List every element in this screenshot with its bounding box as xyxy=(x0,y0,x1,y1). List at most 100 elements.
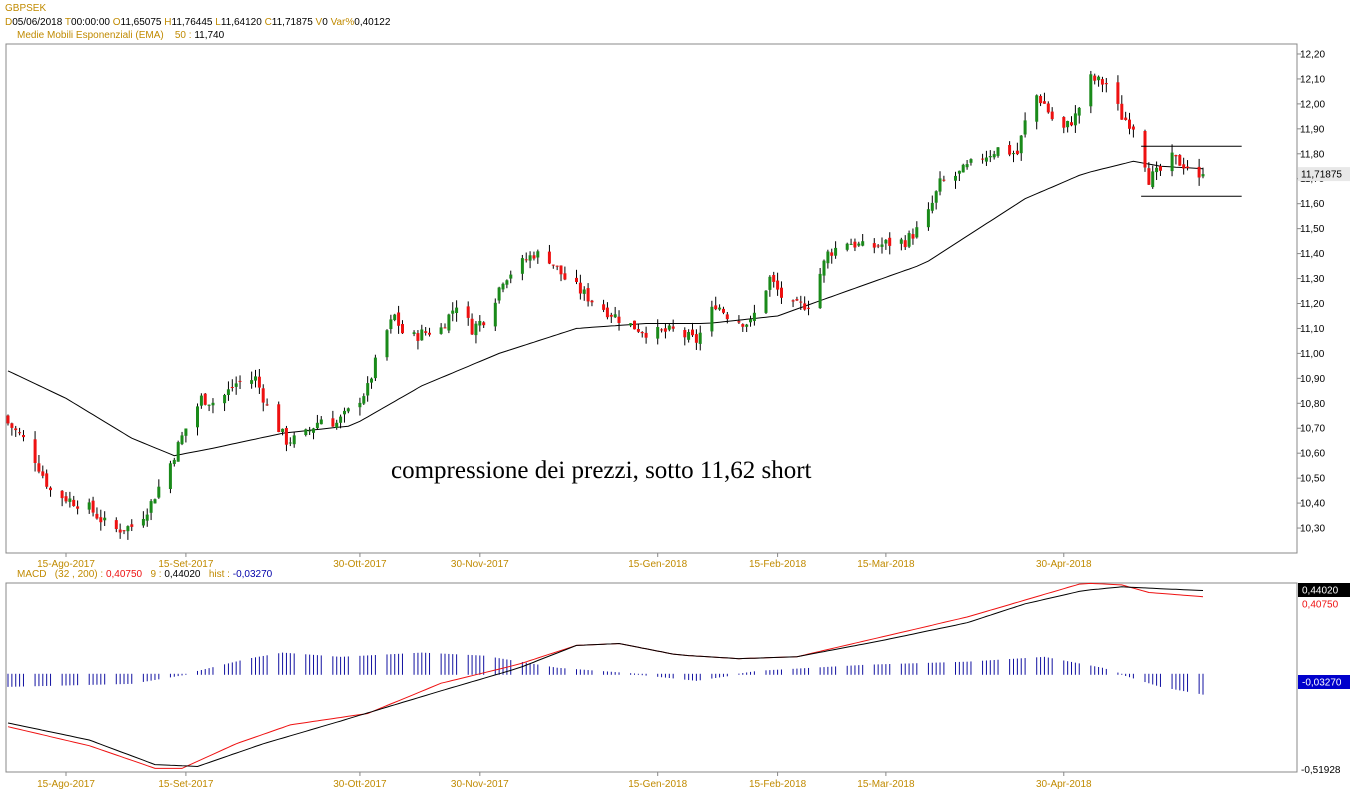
candle-down xyxy=(575,277,578,282)
range-lines xyxy=(1141,145,1242,197)
candle-down xyxy=(1147,168,1151,185)
candle-down xyxy=(636,329,640,332)
candle-down xyxy=(14,428,18,431)
candle-up xyxy=(698,332,702,344)
candle-down xyxy=(1128,119,1131,129)
candle-down xyxy=(830,252,834,256)
candle-up xyxy=(455,307,459,313)
candle-up xyxy=(528,255,532,261)
candle-down xyxy=(872,243,876,248)
candle-up xyxy=(168,463,172,489)
price-tick-label: 11,10 xyxy=(1300,324,1325,335)
hist-value-label: -0,03270 xyxy=(1302,678,1342,689)
candle-up xyxy=(339,416,343,423)
candle-up xyxy=(1073,113,1077,126)
candle-up xyxy=(68,498,72,502)
candle-down xyxy=(60,490,64,499)
candle-up xyxy=(176,442,180,462)
macd-legend: MACD (32 , 200) : 0,40750 9 : 0,44020 hi… xyxy=(17,569,272,581)
candle-up xyxy=(996,147,1000,156)
candle-up xyxy=(184,428,188,436)
candle-up xyxy=(292,435,296,445)
candle-down xyxy=(555,265,559,267)
date-label: 15-Feb-2018 xyxy=(749,559,807,570)
candle-up xyxy=(308,430,312,432)
o-value: 11,65075 xyxy=(120,17,162,28)
candle-down xyxy=(118,529,122,533)
price-tick-label: 11,00 xyxy=(1300,349,1325,360)
candle-up xyxy=(509,274,513,279)
candle-up xyxy=(934,191,938,203)
candle-down xyxy=(45,473,49,487)
candle-down xyxy=(1046,103,1050,113)
signal-value: 0,44020 xyxy=(164,569,201,580)
candle-up xyxy=(497,287,501,301)
candle-up xyxy=(254,376,257,381)
candle-up xyxy=(153,499,157,504)
candle-up xyxy=(358,402,362,408)
candle-up xyxy=(362,396,366,404)
candle-up xyxy=(304,429,308,435)
t-label: T xyxy=(64,17,72,28)
candle-down xyxy=(203,393,207,405)
date-label: 15-Ago-2017 xyxy=(37,779,95,790)
annotation-text: compressione dei prezzi, sotto 11,62 sho… xyxy=(391,457,812,484)
candle-down xyxy=(277,404,281,432)
candle-up xyxy=(420,329,424,341)
candle-down xyxy=(1182,164,1186,169)
candle-down xyxy=(586,288,590,302)
last-price-label: 11,71875 xyxy=(1301,170,1342,181)
var-label: Var% xyxy=(330,17,355,28)
candle-up xyxy=(478,321,482,326)
date-label: 15-Mar-2018 xyxy=(857,559,915,570)
candle-up xyxy=(1012,153,1015,155)
candle-down xyxy=(76,506,80,509)
candle-up xyxy=(412,332,416,334)
candle-up xyxy=(984,157,988,162)
candle-down xyxy=(261,388,265,403)
candle-down xyxy=(524,259,528,261)
candle-down xyxy=(1104,83,1108,85)
candle-down xyxy=(1062,117,1066,128)
candle-up xyxy=(834,247,838,256)
candle-down xyxy=(691,329,694,336)
price-tick-label: 11,40 xyxy=(1300,249,1325,260)
macd-value-box xyxy=(1298,597,1350,611)
candle-up xyxy=(1170,152,1174,172)
chart-frames xyxy=(5,43,1298,773)
date-label: 30-Nov-2017 xyxy=(451,559,509,570)
candle-up xyxy=(930,202,934,211)
candle-up xyxy=(764,290,768,313)
candle-up xyxy=(157,486,161,498)
candle-up xyxy=(954,175,957,181)
candle-up xyxy=(199,395,203,406)
candle-down xyxy=(482,322,486,326)
candle-up xyxy=(439,327,443,334)
d-value: 05/06/2018 xyxy=(12,17,63,28)
candle-up xyxy=(226,389,230,395)
last-price-box xyxy=(1298,167,1350,182)
candle-down xyxy=(91,500,95,513)
candle-down xyxy=(981,158,985,160)
candle-down xyxy=(876,245,880,247)
candle-up xyxy=(281,428,285,432)
hist-value-box xyxy=(1298,675,1350,689)
candle-up xyxy=(520,258,524,274)
signal-value-box xyxy=(1298,583,1350,597)
macd-axis: 0,44020 0,40750 -0,03270 -0,51928 xyxy=(1298,583,1350,776)
price-axis: 12,2012,1012,0011,9011,8011,7011,6011,50… xyxy=(1297,50,1350,535)
candle-down xyxy=(888,237,892,246)
candle-up xyxy=(370,378,373,383)
date-label: 30-Ott-2017 xyxy=(333,559,387,570)
candle-up xyxy=(385,330,389,358)
candle-down xyxy=(331,418,335,427)
candle-up xyxy=(1155,167,1159,173)
price-tick-label: 11,30 xyxy=(1300,274,1325,285)
candle-up xyxy=(103,517,107,521)
candle-up xyxy=(207,404,211,406)
price-tick-label: 11,50 xyxy=(1300,224,1325,235)
candle-up xyxy=(884,239,888,244)
candle-down xyxy=(1100,79,1104,85)
candle-up xyxy=(752,312,756,321)
